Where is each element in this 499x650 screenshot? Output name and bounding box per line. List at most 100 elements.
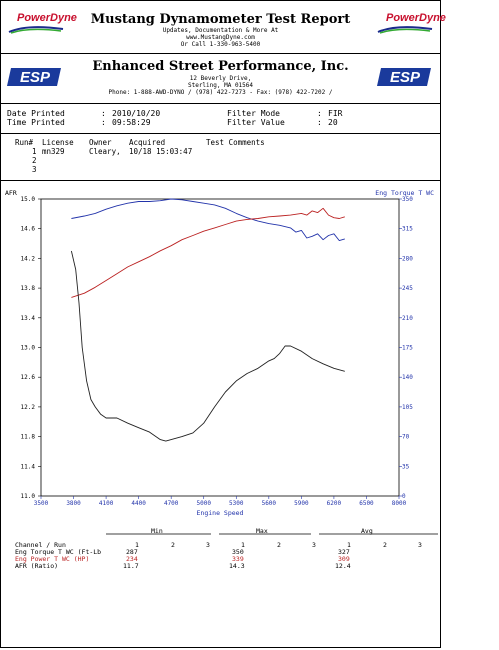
x-tick-label: 4400 — [131, 500, 146, 507]
x-tick-label: 4100 — [99, 500, 114, 507]
powerdyne-logo-left: PowerDyne — [7, 11, 77, 37]
stats-row-2-min: 11.7 — [123, 562, 139, 570]
run-3-number: 3 — [32, 165, 37, 174]
esp-logo-icon: ESP — [377, 68, 431, 86]
left-tick-label: 15.0 — [21, 196, 36, 203]
left-axis-title: AFR — [5, 189, 17, 197]
stats-min-run-3: 3 — [206, 541, 210, 549]
runs-header-comments: Test Comments — [206, 138, 265, 147]
stats-avg-run-3: 3 — [418, 541, 422, 549]
right-axis-title: Eng Torque T WC — [375, 189, 434, 197]
esp-logo-icon: ESP — [7, 68, 61, 86]
runs-header-acquired: Acquired — [129, 138, 166, 147]
stats-row-1-min: 234 — [126, 555, 138, 563]
time-printed-colon: : — [101, 118, 106, 127]
runs-header-license: License — [42, 138, 74, 147]
stats-row-1-label: Eng Power T WC (HP) — [15, 555, 90, 563]
powerdyne-logo-text: PowerDyne — [17, 12, 77, 24]
runs-header-run: Run# — [15, 138, 34, 147]
left-tick-label: 11.0 — [21, 493, 36, 500]
stats-row-0-avg: 327 — [338, 548, 350, 556]
header-line-2: www.MustangDyne.com — [186, 34, 255, 41]
x-tick-label: 6500 — [359, 500, 374, 507]
right-tick-label: 315 — [402, 226, 413, 233]
stats-avg-header: Avg — [361, 527, 373, 535]
stats-max-header: Max — [256, 527, 268, 535]
stats-row-2-label: AFR (Ratio) — [15, 562, 59, 570]
stats-row-1-avg: 309 — [338, 555, 350, 563]
svg-text:ESP: ESP — [20, 69, 51, 86]
right-tick-label: 280 — [402, 255, 413, 262]
stats-min-run-2: 2 — [171, 541, 175, 549]
header-line-1: Updates, Documentation & More At — [162, 27, 279, 34]
date-printed-label: Date Printed — [7, 109, 65, 118]
stats-max-run-3: 3 — [312, 541, 316, 549]
x-axis-title: Engine Speed — [197, 509, 244, 517]
report-header: PowerDyne Mustang Dynamometer Test Repor… — [1, 1, 446, 54]
stats-section: Min Max Avg Channel / Run 1 2 3 1 2 3 1 … — [1, 520, 440, 580]
left-tick-label: 13.8 — [21, 285, 36, 292]
left-tick-label: 12.6 — [21, 374, 36, 381]
filter-value-label: Filter Value — [227, 118, 285, 127]
shop-name: Enhanced Street Performance, Inc. — [92, 59, 349, 74]
run-2-number: 2 — [32, 156, 37, 165]
stats-avg-run-2: 2 — [383, 541, 387, 549]
filter-mode-colon: : — [317, 109, 322, 118]
x-tick-label: 5300 — [229, 500, 244, 507]
run-1-acquired: 10/18 15:03:47 — [129, 147, 193, 156]
chart-section: 15.0 14.6 14.2 13.8 13.4 13.0 12.6 12.2 11.8 11.4… — [1, 180, 440, 520]
stats-min-run-1: 1 — [135, 541, 139, 549]
shop-address-2: Sterling, MA 01564 — [187, 82, 254, 89]
right-tick-label: 245 — [402, 285, 413, 292]
right-tick-label: 350 — [402, 196, 413, 203]
report-title: Mustang Dynamometer Test Report — [90, 12, 351, 27]
x-tick-label: 3500 — [34, 500, 49, 507]
filter-mode-label: Filter Mode — [227, 109, 280, 118]
shop-section: ESP Enhanced Street Performance, Inc. 12… — [1, 53, 440, 104]
right-tick-label: 105 — [402, 404, 413, 411]
right-tick-label: 0 — [402, 493, 406, 500]
filter-value-colon: : — [317, 118, 322, 127]
left-tick-label: 13.0 — [21, 345, 36, 352]
date-printed-value: 2010/10/20 — [112, 109, 161, 118]
stats-row-0-label: Eng Torque T WC (Ft-Lb — [15, 548, 102, 556]
stats-row-1-max: 339 — [232, 555, 244, 563]
left-tick-label: 11.8 — [21, 434, 36, 441]
report-page: PowerDyne Mustang Dynamometer Test Repor… — [0, 0, 446, 648]
stats-row-2-max: 14.3 — [229, 562, 245, 570]
date-printed-colon: : — [101, 109, 106, 118]
powerdyne-logo-text: PowerDyne — [386, 12, 446, 24]
series-line-0 — [71, 198, 345, 242]
time-printed-label: Time Printed — [7, 118, 65, 127]
time-printed-value: 09:58:29 — [112, 118, 151, 127]
runs-header-owner: Owner — [89, 138, 112, 147]
right-tick-label: 175 — [402, 345, 413, 352]
stats-min-header: Min — [151, 527, 163, 535]
stats-channel-label: Channel / Run — [15, 541, 66, 549]
right-tick-label: 35 — [402, 463, 410, 470]
left-tick-label: 11.4 — [21, 463, 36, 470]
print-info-section: Date Printed : 2010/10/20 Time Printed :… — [1, 103, 440, 134]
stats-max-run-2: 2 — [277, 541, 281, 549]
shop-address-1: 12 Beverly Drive, — [189, 75, 252, 82]
header-line-3: Or Call 1-330-963-5400 — [180, 41, 261, 48]
x-tick-label: 5000 — [197, 500, 212, 507]
right-tick-label: 70 — [402, 434, 410, 441]
left-tick-label: 14.2 — [21, 255, 36, 262]
x-tick-label: 4700 — [164, 500, 179, 507]
x-tick-label: 5900 — [294, 500, 309, 507]
plot-frame — [40, 198, 400, 497]
stats-avg-run-1: 1 — [347, 541, 351, 549]
powerdyne-logo-right: PowerDyne — [376, 11, 446, 37]
stats-rules — [106, 533, 438, 535]
svg-text:ESP: ESP — [390, 69, 421, 86]
run-1-number: 1 — [32, 147, 37, 156]
run-1-license: mn329 — [42, 147, 65, 156]
filter-value-value: 20 — [328, 118, 338, 127]
run-1-owner: Cleary, — [89, 147, 121, 156]
swoosh-icon — [377, 26, 433, 34]
x-tick-label: 3800 — [66, 500, 81, 507]
swoosh-icon — [8, 26, 64, 34]
right-tick-label: 210 — [402, 315, 413, 322]
x-tick-label: 6200 — [327, 500, 342, 507]
